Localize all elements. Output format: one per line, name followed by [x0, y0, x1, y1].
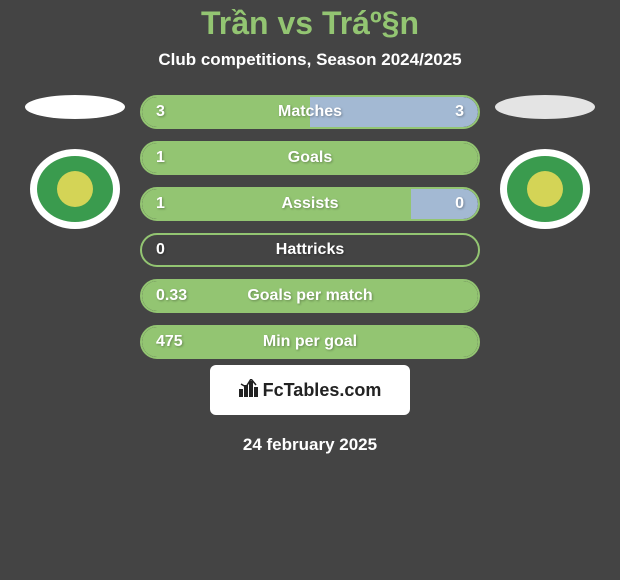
stat-value-left: 475	[156, 333, 183, 351]
stat-fill-right	[411, 189, 478, 219]
stat-label: Assists	[282, 195, 339, 213]
stat-bar: 475 Min per goal	[140, 325, 480, 359]
stat-value-left: 0	[156, 241, 165, 259]
player-avatar-right	[495, 95, 595, 119]
stat-label: Hattricks	[276, 241, 344, 259]
stats-column: 3 Matches 3 1 Goals 1 Assists 0 0 Hattricks 0.33 Go…	[140, 95, 480, 359]
page-title: Trần vs Tráº§n	[201, 5, 419, 42]
club-badge-right	[500, 149, 590, 229]
stat-label: Matches	[278, 103, 342, 121]
stat-label: Goals	[288, 149, 332, 167]
stat-fill-left	[142, 189, 411, 219]
left-side-column	[25, 95, 125, 229]
club-badge-left	[30, 149, 120, 229]
stat-bar: 1 Goals	[140, 141, 480, 175]
stat-value-right: 3	[455, 103, 464, 121]
stat-value-left: 0.33	[156, 287, 187, 305]
chart-icon	[239, 379, 259, 402]
stat-value-left: 1	[156, 149, 165, 167]
content-row: 3 Matches 3 1 Goals 1 Assists 0 0 Hattricks 0.33 Go…	[0, 95, 620, 359]
fctables-logo[interactable]: FcTables.com	[210, 365, 410, 415]
stat-label: Min per goal	[263, 333, 357, 351]
subtitle: Club competitions, Season 2024/2025	[158, 50, 461, 70]
stat-bar: 1 Assists 0	[140, 187, 480, 221]
player-avatar-left	[25, 95, 125, 119]
stat-value-right: 0	[455, 195, 464, 213]
stat-value-left: 3	[156, 103, 165, 121]
stat-label: Goals per match	[247, 287, 372, 305]
logo-text: FcTables.com	[263, 380, 382, 401]
stat-value-left: 1	[156, 195, 165, 213]
stat-bar: 3 Matches 3	[140, 95, 480, 129]
date-text: 24 february 2025	[243, 435, 377, 455]
stat-bar: 0 Hattricks	[140, 233, 480, 267]
stat-bar: 0.33 Goals per match	[140, 279, 480, 313]
right-side-column	[495, 95, 595, 229]
